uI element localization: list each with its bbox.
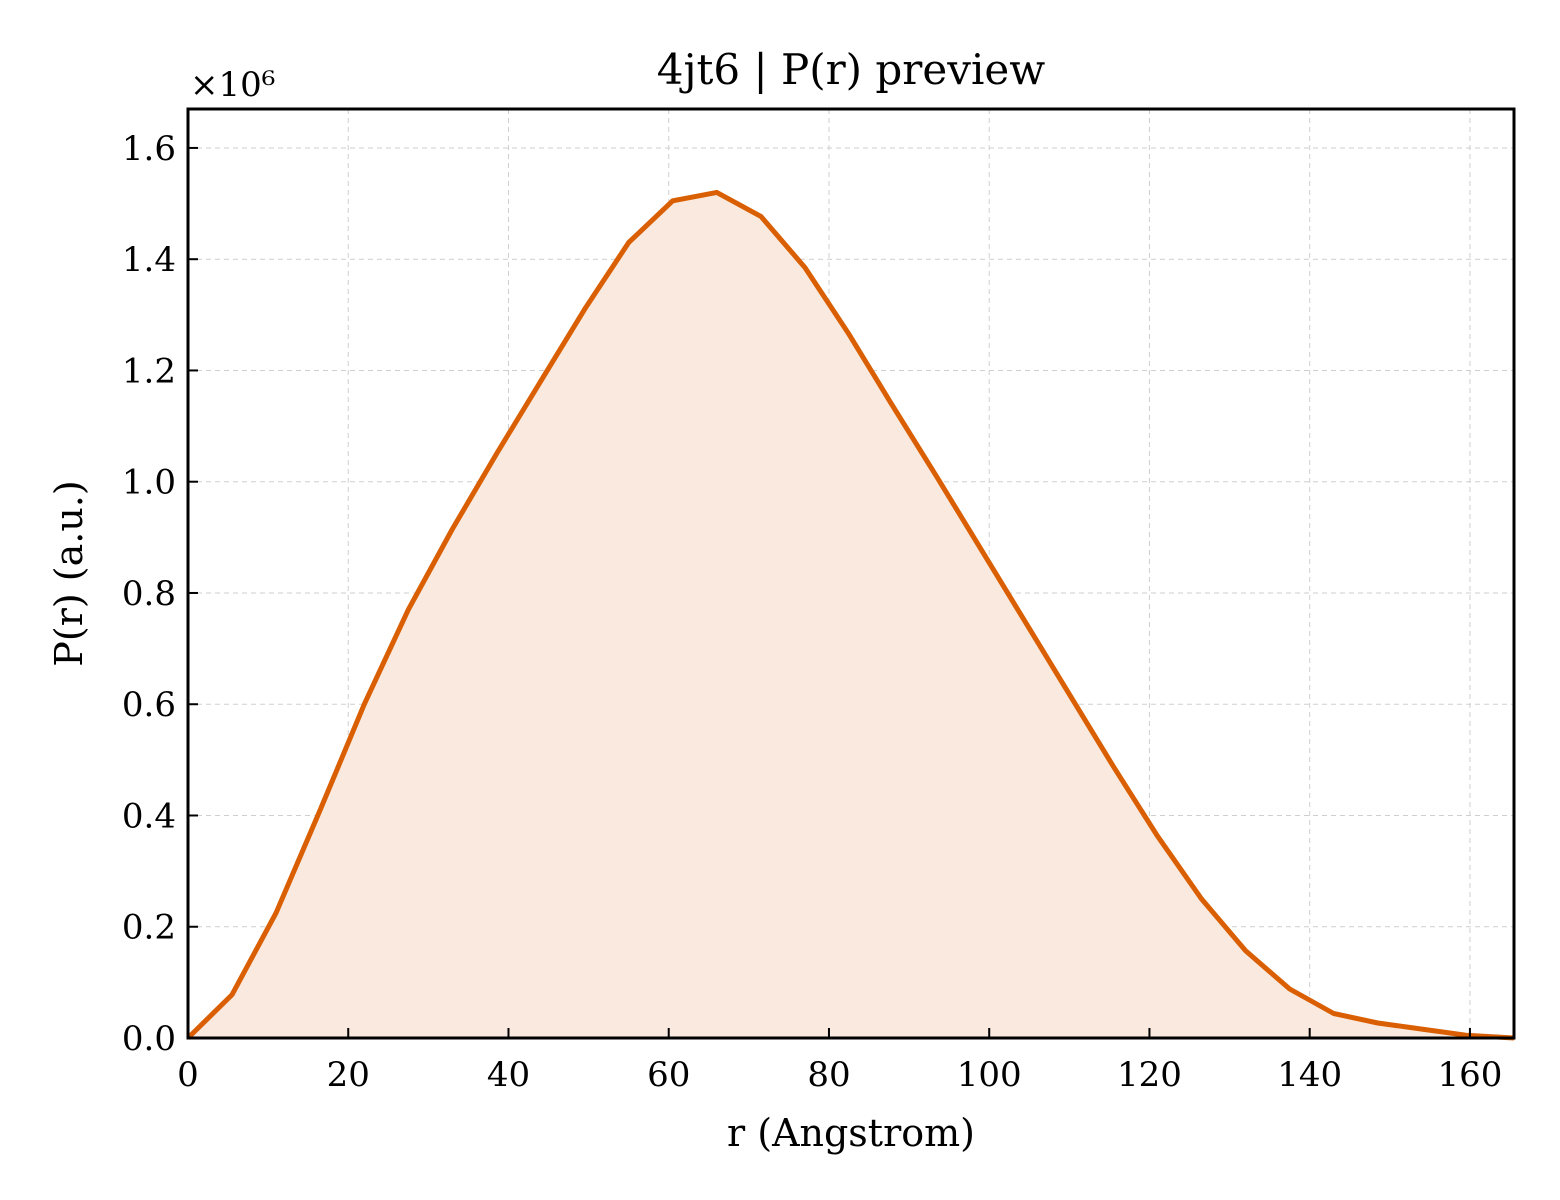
pr-area-fill xyxy=(188,192,1514,1038)
x-tick-label: 0 xyxy=(177,1055,199,1095)
y-tick-label: 0.4 xyxy=(122,796,176,836)
chart-title: 4jt6 | P(r) preview xyxy=(657,45,1045,94)
x-axis-label: r (Angstrom) xyxy=(727,1111,975,1155)
x-tick-label: 160 xyxy=(1437,1055,1502,1095)
x-tick-label: 80 xyxy=(807,1055,850,1095)
x-tick-label: 100 xyxy=(957,1055,1022,1095)
x-tick-label: 40 xyxy=(487,1055,530,1095)
x-tick-label: 60 xyxy=(647,1055,690,1095)
y-tick-label: 0.8 xyxy=(122,574,176,614)
x-tick-label: 20 xyxy=(327,1055,370,1095)
pr-series-line xyxy=(186,189,1515,1041)
y-tick-label: 1.0 xyxy=(122,463,176,503)
y-axis-label: P(r) (a.u.) xyxy=(47,480,91,666)
axis-ticks xyxy=(187,146,1471,1039)
y-tick-label: 1.2 xyxy=(122,351,176,391)
y-offset-label: ×10⁶ xyxy=(190,65,275,105)
y-tick-label: 0.0 xyxy=(122,1019,176,1059)
x-tick-label: 140 xyxy=(1277,1055,1342,1095)
y-tick-label: 0.6 xyxy=(122,685,176,725)
x-tick-label: 120 xyxy=(1117,1055,1182,1095)
y-tick-label: 0.2 xyxy=(122,908,176,948)
tick-labels: 0 20 40 60 80 100 120 140 160 0.0 0.2 0.4 0.6 0.8 1.0 1… xyxy=(122,129,1502,1095)
y-tick-label: 1.6 xyxy=(122,129,176,169)
y-tick-label: 1.4 xyxy=(122,240,176,280)
plot-frame xyxy=(186,107,1516,1040)
